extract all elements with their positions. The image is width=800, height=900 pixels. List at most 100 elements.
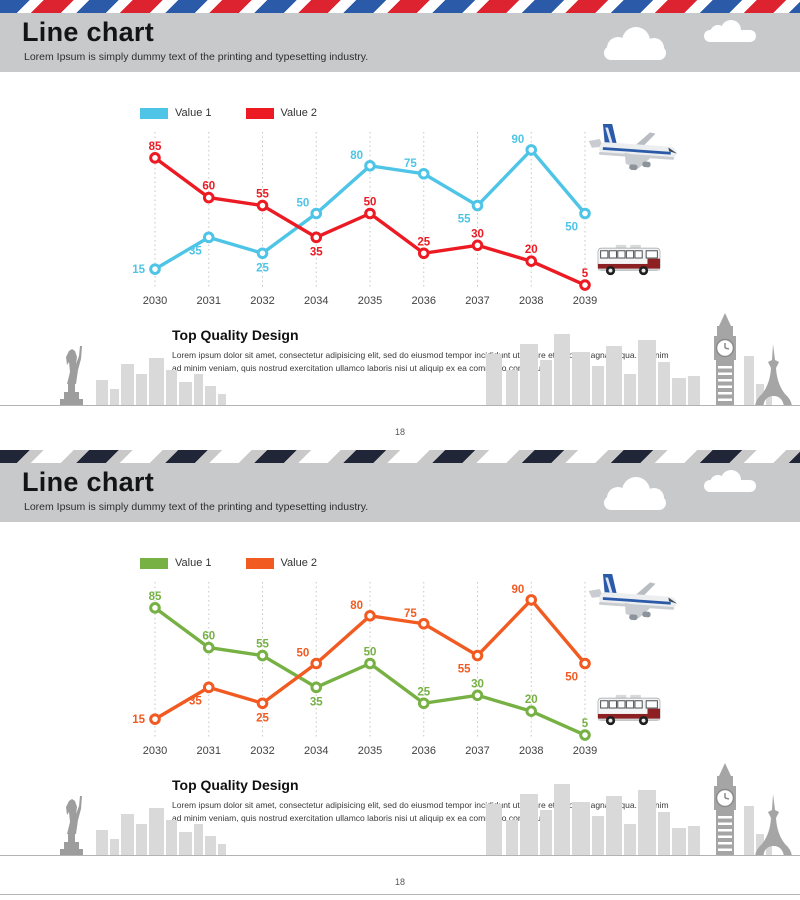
eiffel-tower-icon <box>755 344 792 406</box>
section-block: Top Quality Design Lorem ipsum dolor sit… <box>172 777 677 825</box>
x-tick-label: 2037 <box>465 295 489 307</box>
data-point-label: 55 <box>256 639 269 651</box>
x-tick-label: 2039 <box>573 295 597 307</box>
chart-legend: Value 1 Value 2 <box>140 107 317 119</box>
data-point-label: 25 <box>256 712 269 724</box>
data-point-marker <box>471 199 484 212</box>
data-point-label: 50 <box>364 647 377 659</box>
data-point-label: 90 <box>511 134 524 146</box>
legend-swatch <box>140 557 168 569</box>
data-point-label: 55 <box>256 189 269 201</box>
page-number: 18 <box>394 427 405 437</box>
data-point-label: 25 <box>417 236 430 248</box>
data-point-label: 60 <box>202 631 215 643</box>
skyline-left <box>96 808 226 856</box>
section-title: Top Quality Design <box>172 327 299 343</box>
statue-of-liberty-icon <box>60 346 83 406</box>
legend-item-value1: Value 1 <box>140 557 212 569</box>
x-tick-label: 2035 <box>358 745 382 757</box>
data-point-marker <box>149 602 161 614</box>
big-ben-icon <box>714 313 736 406</box>
data-point-marker <box>149 152 161 164</box>
data-point-marker <box>579 207 591 220</box>
data-point-label: 50 <box>364 197 377 209</box>
data-point-marker <box>417 247 430 260</box>
data-point-marker <box>579 657 591 670</box>
data-point-marker <box>525 144 538 156</box>
city-skyline <box>0 313 800 406</box>
data-point-marker <box>471 649 484 662</box>
data-point-label: 80 <box>350 150 363 162</box>
big-ben-icon <box>714 763 736 856</box>
bus-icon <box>597 244 661 276</box>
page-number: 18 <box>394 877 405 887</box>
data-point-label: 75 <box>404 158 417 170</box>
chart-legend: Value 1 Value 2 <box>140 557 317 569</box>
x-tick-label: 2036 <box>412 295 436 307</box>
data-point-label: 30 <box>471 228 484 240</box>
x-tick-label: 2030 <box>143 745 167 757</box>
data-point-marker <box>525 255 538 267</box>
x-tick-label: 2037 <box>465 745 489 757</box>
data-point-label: 15 <box>132 714 145 726</box>
city-skyline <box>0 763 800 856</box>
data-point-marker <box>310 657 323 670</box>
data-point-label: 5 <box>582 718 589 730</box>
bus-icon <box>597 694 661 726</box>
x-tick-label: 2038 <box>519 295 543 307</box>
x-tick-label: 2031 <box>197 745 221 757</box>
data-point-marker <box>417 697 430 710</box>
data-point-marker <box>256 199 269 212</box>
data-point-label: 60 <box>202 181 215 193</box>
data-point-label: 50 <box>565 222 578 234</box>
page-title: Line chart <box>22 17 155 47</box>
section-body: Lorem ipsum dolor sit amet, consectetur … <box>172 800 669 823</box>
eiffel-tower-icon <box>755 794 792 856</box>
data-point-marker <box>202 641 215 654</box>
legend-swatch <box>245 107 274 119</box>
x-tick-label: 2039 <box>573 745 597 757</box>
data-point-label: 35 <box>189 695 202 707</box>
legend-item-value1: Value 1 <box>140 107 212 119</box>
series-line <box>153 606 587 737</box>
data-point-label: 55 <box>458 664 471 676</box>
data-point-marker <box>364 657 376 670</box>
legend-label: Value 1 <box>175 107 212 119</box>
data-point-marker <box>471 689 484 702</box>
x-tick-label: 2030 <box>143 295 167 307</box>
data-point-label: 15 <box>132 264 145 276</box>
data-point-label: 80 <box>350 600 363 612</box>
data-point-marker <box>525 594 538 606</box>
legend-label: Value 1 <box>175 557 212 569</box>
legend-label: Value 2 <box>280 107 318 119</box>
data-point-marker <box>364 610 376 622</box>
airmail-stripe <box>0 450 800 463</box>
airplane-icon <box>588 124 678 171</box>
data-point-label: 25 <box>417 686 430 698</box>
x-tick-label: 2032 <box>250 295 274 307</box>
data-point-marker <box>202 681 215 694</box>
data-point-marker <box>149 263 161 275</box>
data-point-label: 90 <box>511 584 524 596</box>
skyline-right <box>486 784 772 856</box>
data-point-marker <box>417 617 430 630</box>
data-point-marker <box>417 167 430 180</box>
data-point-label: 20 <box>525 244 538 256</box>
data-point-label: 5 <box>582 268 589 280</box>
data-point-marker <box>256 247 269 260</box>
legend-label: Value 2 <box>280 557 318 569</box>
clouds-icon <box>604 20 756 60</box>
data-point-marker <box>579 279 591 291</box>
skyline-left <box>96 358 226 406</box>
data-point-marker <box>256 649 269 662</box>
data-point-marker <box>310 207 323 220</box>
section-title: Top Quality Design <box>172 777 299 793</box>
data-point-label: 35 <box>189 245 202 257</box>
airmail-stripe <box>0 0 800 13</box>
data-point-marker <box>256 697 269 710</box>
statue-of-liberty-icon <box>60 796 83 856</box>
slide-1: Line chart Lorem Ipsum is simply dummy t… <box>0 0 800 437</box>
slide-bottom-border <box>0 894 800 895</box>
data-point-marker <box>364 207 376 220</box>
legend-swatch <box>140 107 168 119</box>
